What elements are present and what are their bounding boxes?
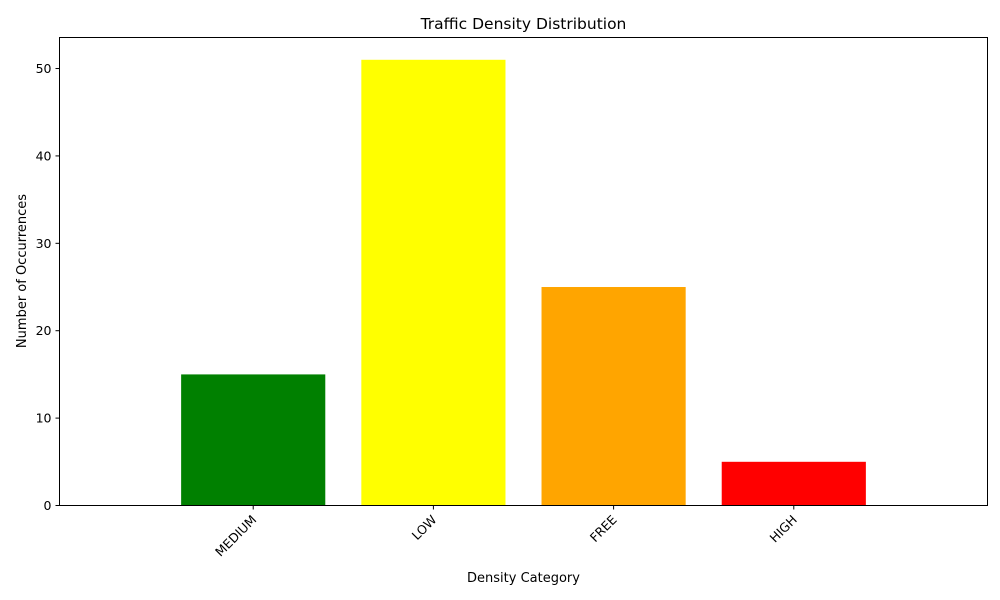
y-tick-label: 50 <box>36 61 52 76</box>
y-tick-label: 10 <box>36 411 52 426</box>
bar-high <box>721 461 866 506</box>
x-axis-ticks: MEDIUM LOW FREE HIGH <box>212 505 800 559</box>
bars-group <box>181 59 866 506</box>
chart-title: Traffic Density Distribution <box>420 15 627 33</box>
x-tick-label: LOW <box>409 512 440 543</box>
bar-medium <box>181 374 326 506</box>
plot-frame <box>59 37 988 506</box>
y-tick-label: 0 <box>44 498 52 513</box>
bar-free <box>541 287 686 506</box>
y-axis-label: Number of Occurrences <box>15 194 30 348</box>
x-tick-label: FREE <box>587 512 620 545</box>
y-tick-label: 30 <box>36 236 52 251</box>
x-axis-label: Density Category <box>467 571 580 586</box>
x-tick-label: HIGH <box>767 512 800 545</box>
y-tick-label: 20 <box>36 323 52 338</box>
y-axis-ticks: 0 10 20 30 40 50 <box>36 61 60 513</box>
x-tick-label: MEDIUM <box>212 512 259 559</box>
y-tick-label: 40 <box>36 148 52 163</box>
bar-low <box>361 59 506 506</box>
